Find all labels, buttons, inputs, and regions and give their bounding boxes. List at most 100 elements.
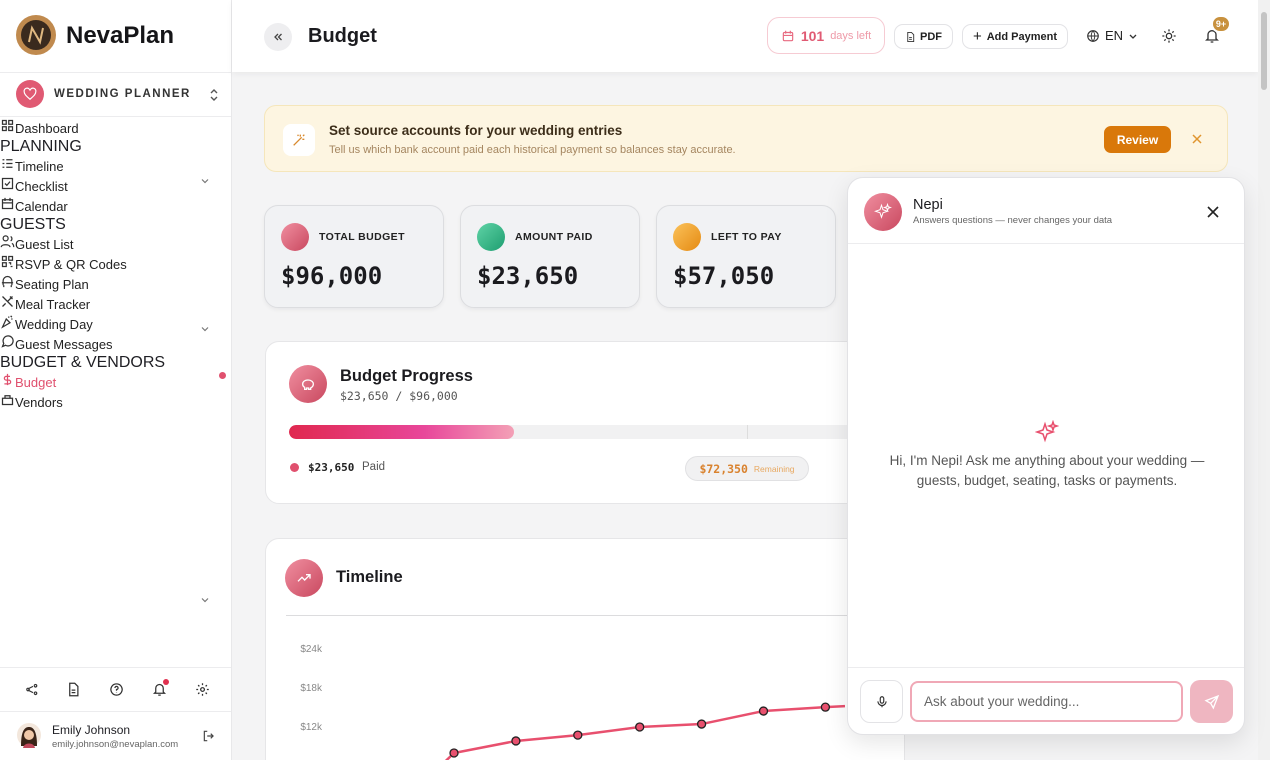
progress-subtitle: $23,650 / $96,000 — [340, 389, 458, 403]
tool-icon[interactable] — [109, 682, 124, 697]
nav-icon — [1, 177, 14, 190]
divider — [0, 72, 231, 73]
tool-icon[interactable] — [152, 682, 167, 697]
add-payment-button[interactable]: + Add Payment — [962, 24, 1068, 49]
section-toggle[interactable] — [200, 595, 210, 605]
theme-toggle[interactable] — [1161, 28, 1177, 44]
collapse-button[interactable] — [264, 23, 292, 51]
send-button[interactable] — [1190, 680, 1233, 723]
nav-icon-shape — [2, 296, 13, 307]
review-button[interactable]: Review — [1104, 126, 1171, 153]
nav-item[interactable]: RSVP & QR Codes — [0, 254, 190, 274]
chevron — [201, 598, 209, 603]
nav-icon — [1, 315, 13, 329]
nav-label: Checklist — [15, 179, 68, 194]
header: Budget 101 days left PDF + Add Payment E… — [232, 0, 1258, 72]
data-point — [696, 719, 707, 729]
nav-item[interactable]: Seating Plan — [0, 274, 190, 294]
tool-shape — [196, 683, 209, 696]
nav-item[interactable]: Guest Messages — [0, 334, 190, 354]
nav-section[interactable]: PLANNING — [0, 138, 82, 155]
nav-item[interactable]: Calendar — [0, 196, 190, 216]
assistant-avatar — [864, 193, 902, 231]
sidebar: NevaPlan WEDDING PLANNER Dashboard PLANNI… — [0, 0, 232, 760]
banner-icon — [283, 124, 315, 156]
nav-item[interactable]: Checklist — [0, 176, 190, 196]
section-toggle[interactable] — [200, 324, 210, 334]
nav-label: RSVP & QR Codes — [15, 257, 127, 272]
stat-value: $23,650 — [477, 262, 579, 290]
nav-icon — [1, 255, 14, 268]
progress-icon — [289, 365, 327, 403]
stat-label: LEFT TO PAY — [711, 231, 782, 243]
nav-icon — [1, 335, 14, 348]
nav-item[interactable]: Budget — [0, 372, 226, 392]
workspace-icon — [16, 80, 44, 108]
nav-item[interactable]: Guest List — [0, 234, 190, 254]
scrollbar-thumb[interactable] — [1261, 12, 1267, 90]
tool-icon[interactable] — [66, 682, 81, 697]
assistant-panel: Nepi Answers questions — never changes y… — [847, 177, 1245, 735]
page-title: Budget — [308, 25, 377, 47]
nav-icon-shape — [0, 235, 15, 248]
tool-icon[interactable] — [23, 682, 38, 697]
nav-item[interactable]: Meal Tracker — [0, 294, 190, 314]
days-label: days left — [830, 29, 872, 42]
nav-item[interactable]: Vendors — [0, 392, 190, 412]
panel-close[interactable] — [1207, 206, 1219, 218]
nav-label: Budget — [15, 375, 57, 390]
timeline-chart: $24k $18k $12k — [300, 644, 845, 760]
banner: Set source accounts for your wedding ent… — [264, 105, 1228, 172]
chevron — [201, 327, 209, 332]
nav-section[interactable]: GUESTS — [0, 216, 66, 233]
nav: Dashboard PLANNING Timeline Checklist Calend… — [0, 118, 231, 667]
tool-shape — [69, 682, 79, 697]
remaining-label: Remaining — [753, 463, 795, 474]
mic-button[interactable] — [860, 680, 903, 723]
banner-close[interactable] — [1191, 133, 1203, 145]
nav-icon-shape — [1, 395, 14, 406]
y-tick-label: $12k — [300, 722, 323, 733]
budget-progress-card: Budget Progress $23,650 / $96,000 $23,65… — [265, 341, 1201, 504]
user-email: emily.johnson@nevaplan.com — [52, 739, 179, 750]
nav-item[interactable]: Timeline — [0, 156, 190, 176]
notification-badge: 9+ — [1211, 15, 1231, 33]
progress-marker — [747, 425, 748, 439]
scrollbar — [1258, 0, 1270, 760]
nav-icon — [2, 159, 13, 168]
data-point — [511, 736, 521, 746]
nav-label: Timeline — [15, 159, 64, 174]
user-name: Emily Johnson — [52, 723, 131, 737]
nav-icon-shape — [3, 373, 12, 386]
workspace-name[interactable]: WEDDING PLANNER — [54, 88, 191, 100]
section-toggle[interactable] — [200, 176, 210, 186]
language-label: EN — [1105, 28, 1124, 43]
workspace-switch[interactable] — [209, 88, 219, 102]
add-payment-label: Add Payment — [986, 30, 1058, 43]
timeline-card: Timeline — [265, 538, 906, 760]
line — [453, 704, 845, 755]
nav-section[interactable]: BUDGET & VENDORS — [0, 354, 166, 371]
divider — [286, 615, 906, 616]
pdf-button[interactable]: PDF — [894, 24, 953, 49]
nav-item[interactable]: Wedding Day — [0, 314, 190, 334]
data-point — [449, 748, 459, 758]
nav-icon — [1, 119, 14, 132]
remaining-pill: $72,350 Remaining — [685, 456, 809, 481]
nav-icon-shape — [1, 177, 14, 190]
logout[interactable] — [202, 729, 216, 743]
data-point — [820, 702, 831, 712]
nav-icon — [3, 373, 12, 386]
nav-icon — [1, 275, 14, 288]
tool-shape — [110, 683, 123, 696]
nav-icon — [1, 197, 14, 210]
divider — [848, 243, 1244, 244]
nav-label: Wedding Day — [15, 317, 93, 332]
language-select[interactable]: EN — [1086, 28, 1138, 43]
tool-icon[interactable] — [195, 682, 210, 697]
nav-item[interactable]: Dashboard — [0, 118, 231, 138]
chat-input[interactable]: Ask about your wedding... — [910, 681, 1183, 722]
stat-icon — [673, 223, 701, 251]
stat-icon — [281, 223, 309, 251]
